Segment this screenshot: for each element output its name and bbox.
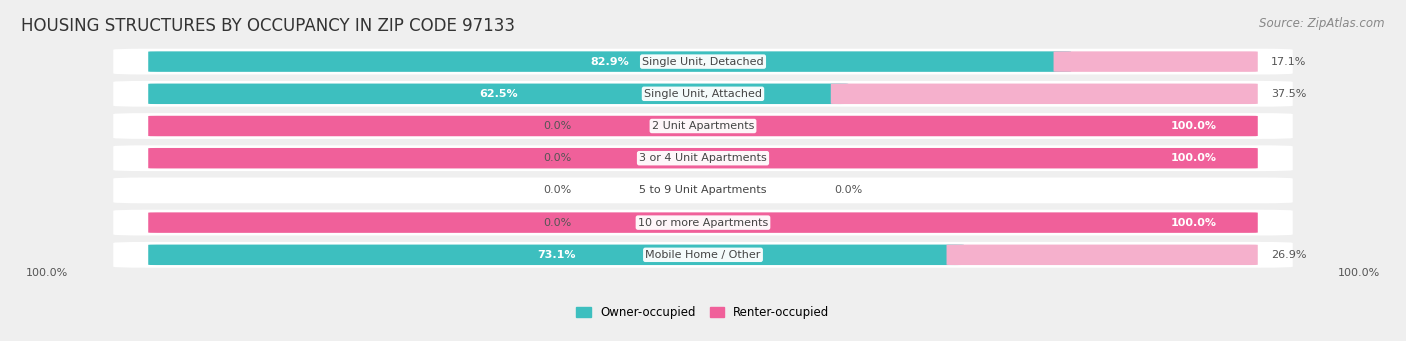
Text: 100.0%: 100.0% [1170,153,1216,163]
Text: 62.5%: 62.5% [479,89,517,99]
FancyBboxPatch shape [148,212,1258,233]
Text: 82.9%: 82.9% [591,57,628,66]
Text: 0.0%: 0.0% [544,153,572,163]
FancyBboxPatch shape [148,244,965,265]
FancyBboxPatch shape [831,84,1258,104]
FancyBboxPatch shape [114,145,1292,171]
Text: 10 or more Apartments: 10 or more Apartments [638,218,768,227]
FancyBboxPatch shape [114,113,1292,139]
Text: 26.9%: 26.9% [1271,250,1306,260]
Text: 0.0%: 0.0% [544,121,572,131]
FancyBboxPatch shape [148,84,848,104]
Text: 2 Unit Apartments: 2 Unit Apartments [652,121,754,131]
FancyBboxPatch shape [114,210,1292,236]
Text: 100.0%: 100.0% [1170,218,1216,227]
FancyBboxPatch shape [114,81,1292,107]
Text: 37.5%: 37.5% [1271,89,1306,99]
Text: 3 or 4 Unit Apartments: 3 or 4 Unit Apartments [640,153,766,163]
Text: Single Unit, Attached: Single Unit, Attached [644,89,762,99]
FancyBboxPatch shape [1053,51,1258,72]
Text: 100.0%: 100.0% [1339,268,1381,278]
Text: 100.0%: 100.0% [1170,121,1216,131]
Text: HOUSING STRUCTURES BY OCCUPANCY IN ZIP CODE 97133: HOUSING STRUCTURES BY OCCUPANCY IN ZIP C… [21,17,515,35]
Text: Source: ZipAtlas.com: Source: ZipAtlas.com [1260,17,1385,30]
FancyBboxPatch shape [114,178,1292,203]
FancyBboxPatch shape [946,244,1258,265]
FancyBboxPatch shape [114,49,1292,74]
Text: 100.0%: 100.0% [25,268,67,278]
Text: 0.0%: 0.0% [544,218,572,227]
Text: 0.0%: 0.0% [544,186,572,195]
FancyBboxPatch shape [148,148,1258,168]
Text: Mobile Home / Other: Mobile Home / Other [645,250,761,260]
Text: 5 to 9 Unit Apartments: 5 to 9 Unit Apartments [640,186,766,195]
FancyBboxPatch shape [148,51,1071,72]
Text: 0.0%: 0.0% [834,186,862,195]
Text: 17.1%: 17.1% [1271,57,1306,66]
Text: Single Unit, Detached: Single Unit, Detached [643,57,763,66]
Legend: Owner-occupied, Renter-occupied: Owner-occupied, Renter-occupied [576,306,830,319]
FancyBboxPatch shape [148,116,1258,136]
FancyBboxPatch shape [114,242,1292,268]
Text: 73.1%: 73.1% [537,250,575,260]
